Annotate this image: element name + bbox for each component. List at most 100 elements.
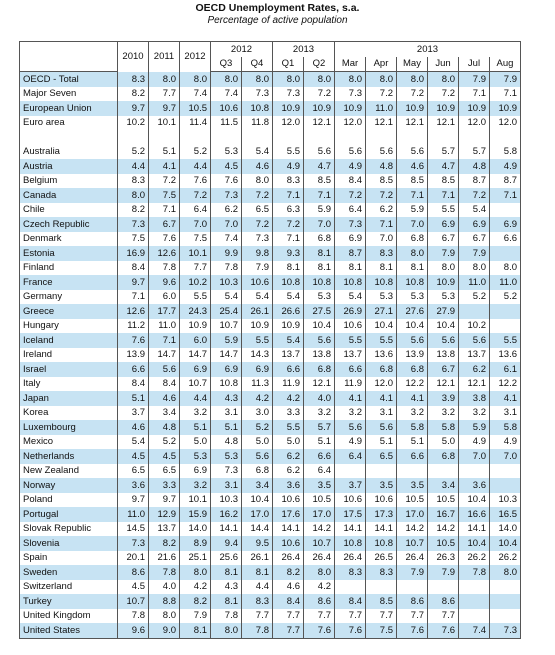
value-cell: 10.7 — [210, 318, 242, 333]
value-cell: 10.9 — [179, 318, 211, 333]
row-label: Portugal — [19, 507, 118, 522]
value-cell: 7.6 — [427, 623, 459, 639]
value-cell: 11.5 — [210, 115, 242, 130]
spacer-cell — [241, 130, 273, 145]
value-cell: 8.1 — [396, 260, 428, 275]
value-cell: 3.0 — [241, 405, 273, 420]
value-cell: 7.3 — [241, 86, 273, 101]
header-year: 2010 — [117, 41, 149, 72]
value-cell: 8.1 — [210, 594, 242, 609]
value-cell: 8.3 — [365, 565, 397, 580]
value-cell: 6.6 — [489, 231, 521, 246]
row-label: United States — [19, 623, 118, 639]
spacer-cell — [334, 130, 366, 145]
value-cell: 6.8 — [365, 362, 397, 377]
value-cell: 10.8 — [303, 275, 335, 290]
row-label: Poland — [19, 492, 118, 507]
value-cell: 6.9 — [334, 231, 366, 246]
value-cell: 26.4 — [303, 550, 335, 565]
value-cell: 4.5 — [117, 449, 149, 464]
unemployment-table: 2010 2011 2012 2012 2013 2013 Q3 Q4 Q1 Q… — [19, 41, 521, 639]
row-label: Finland — [19, 260, 118, 275]
value-cell: 5.6 — [241, 449, 273, 464]
value-cell: 3.2 — [334, 405, 366, 420]
row-label: Chile — [19, 202, 118, 217]
value-cell: 9.8 — [241, 246, 273, 261]
value-cell: 8.3 — [241, 594, 273, 609]
value-cell: 5.3 — [210, 449, 242, 464]
value-cell: 3.2 — [396, 405, 428, 420]
value-cell: 7.1 — [396, 188, 428, 203]
value-cell: 3.6 — [117, 478, 149, 493]
value-cell: 17.0 — [303, 507, 335, 522]
value-cell: 7.7 — [179, 260, 211, 275]
value-cell: 8.0 — [241, 173, 273, 188]
value-cell: 8.5 — [427, 173, 459, 188]
table-row: Norway 3.6 3.3 3.2 3.1 3.4 3.6 3.5 3.7 3.5 3.5 3.4 3… — [19, 478, 521, 493]
value-cell: 7.3 — [334, 217, 366, 232]
value-cell: 5.8 — [489, 420, 521, 435]
value-cell: 10.9 — [458, 101, 490, 116]
value-cell: 26.2 — [489, 550, 521, 565]
value-cell: 7.1 — [148, 333, 180, 348]
value-cell: 3.1 — [365, 405, 397, 420]
value-cell: 7.0 — [303, 217, 335, 232]
value-cell: 13.9 — [117, 347, 149, 362]
row-label: France — [19, 275, 118, 290]
header-quarter: Q3 — [210, 56, 242, 72]
value-cell: 12.0 — [365, 376, 397, 391]
value-cell — [396, 579, 428, 594]
table-row: Japan 5.1 4.6 4.4 4.3 4.2 4.2 4.0 4.1 4.1 4.1 3.9 3.… — [19, 391, 521, 406]
value-cell: 6.2 — [272, 463, 304, 478]
value-cell: 14.2 — [427, 521, 459, 536]
value-cell: 5.8 — [396, 420, 428, 435]
value-cell: 8.1 — [365, 260, 397, 275]
row-label: Korea — [19, 405, 118, 420]
value-cell: 10.5 — [179, 101, 211, 116]
value-cell: 7.2 — [272, 217, 304, 232]
value-cell: 14.0 — [489, 521, 521, 536]
value-cell: 26.3 — [427, 550, 459, 565]
value-cell: 4.9 — [272, 159, 304, 174]
value-cell: 10.4 — [365, 318, 397, 333]
value-cell: 5.2 — [241, 420, 273, 435]
value-cell: 13.7 — [458, 347, 490, 362]
value-cell: 4.1 — [489, 391, 521, 406]
row-label: New Zealand — [19, 463, 118, 478]
table-row: OECD - Total 8.3 8.0 8.0 8.0 8.0 8.0 8.0 8.0 8.0 8… — [19, 71, 521, 87]
value-cell — [365, 579, 397, 594]
value-cell: 7.6 — [303, 623, 335, 639]
value-cell: 4.4 — [179, 391, 211, 406]
value-cell: 3.2 — [303, 405, 335, 420]
value-cell: 4.9 — [334, 434, 366, 449]
value-cell: 6.4 — [303, 463, 335, 478]
value-cell: 7.3 — [117, 536, 149, 551]
header-month: Mar — [334, 56, 366, 72]
value-cell: 7.5 — [365, 623, 397, 639]
value-cell: 10.5 — [396, 492, 428, 507]
value-cell: 3.4 — [427, 478, 459, 493]
value-cell: 5.4 — [334, 289, 366, 304]
value-cell: 5.5 — [179, 289, 211, 304]
value-cell: 4.6 — [148, 391, 180, 406]
value-cell — [427, 579, 459, 594]
value-cell: 8.0 — [303, 71, 335, 87]
value-cell: 4.6 — [272, 579, 304, 594]
value-cell: 14.7 — [210, 347, 242, 362]
value-cell: 5.9 — [303, 202, 335, 217]
value-cell: 3.2 — [427, 405, 459, 420]
value-cell: 6.6 — [117, 362, 149, 377]
value-cell: 6.4 — [334, 449, 366, 464]
value-cell: 25.6 — [210, 550, 242, 565]
value-cell: 10.6 — [272, 536, 304, 551]
value-cell: 5.6 — [396, 144, 428, 159]
value-cell: 8.4 — [272, 594, 304, 609]
value-cell: 5.6 — [303, 144, 335, 159]
value-cell: 7.5 — [179, 231, 211, 246]
value-cell: 10.8 — [272, 275, 304, 290]
value-cell: 7.9 — [427, 246, 459, 261]
value-cell: 5.2 — [117, 144, 149, 159]
value-cell: 8.0 — [396, 71, 428, 87]
value-cell: 7.6 — [210, 173, 242, 188]
value-cell — [489, 202, 521, 217]
